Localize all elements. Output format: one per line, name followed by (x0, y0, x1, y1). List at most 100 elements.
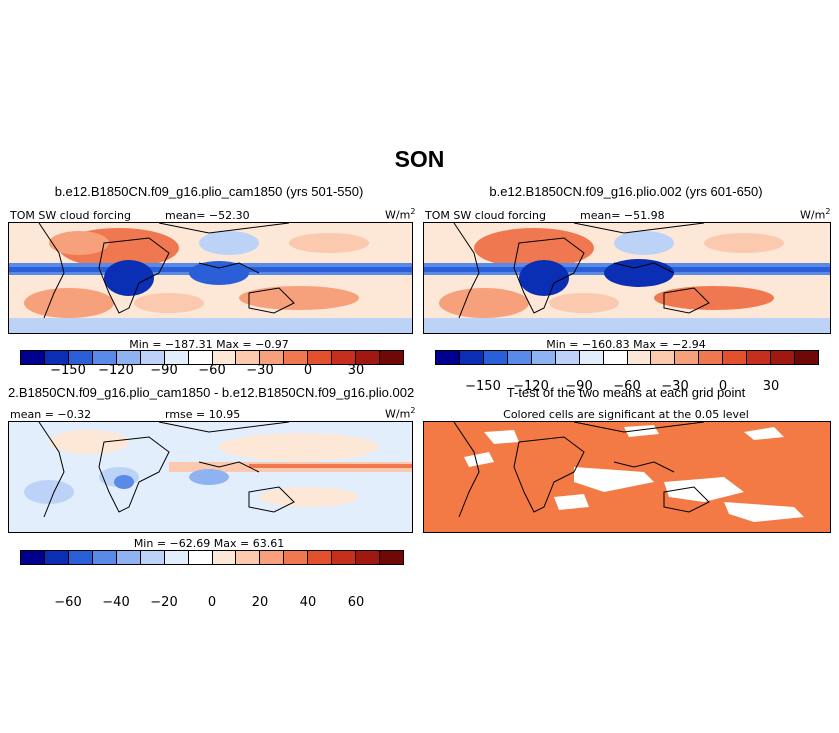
colorbar-swatch (356, 551, 381, 564)
colorbar-tick-label: 30 (347, 363, 365, 378)
colorbar-swatch (723, 351, 748, 364)
colorbar-swatch (699, 351, 724, 364)
colorbar-swatch (140, 351, 165, 364)
colorbar-3-ticks: −60 −40 −20 0 20 40 60 (20, 595, 404, 611)
south-america-outline (453, 223, 480, 319)
central-africa-convection-patch (104, 260, 154, 296)
colorbar-tick-label: −150 (50, 363, 86, 378)
central-africa-convection-patch (519, 260, 569, 296)
south-atlantic-patch (439, 288, 529, 318)
colorbar-3 (20, 550, 404, 565)
colorbar-swatch (44, 551, 69, 564)
colorbar-swatch (236, 351, 261, 364)
colorbar-tick-label: −30 (246, 363, 274, 378)
colorbar-tick-label: −40 (102, 595, 130, 610)
colorbar-swatch (116, 551, 141, 564)
indonesia-outline (613, 262, 675, 274)
indonesia-outline (198, 461, 260, 473)
colorbar-swatch (92, 551, 117, 564)
colorbar-swatch (579, 351, 604, 364)
colorbar-1-ticks: −150 −120 −90 −60 −30 0 30 (20, 363, 404, 379)
colorbar-tick-label: 40 (299, 595, 317, 610)
colorbar-swatch (21, 551, 45, 564)
south-atlantic-patch (24, 480, 74, 504)
nonsignificant-patch (554, 494, 589, 510)
panel-1-variable-label: TOM SW cloud forcing (10, 209, 131, 222)
southern-ocean-band (424, 318, 830, 333)
colorbar-swatch (140, 551, 165, 564)
panel-3-map (8, 421, 413, 533)
colorbar-tick-label: −90 (150, 363, 178, 378)
nonsignificant-patch (574, 467, 654, 492)
colorbar-tick-label: −120 (513, 379, 549, 394)
panel-3-title: 2.B1850CN.f09_g16.plio_cam1850 - b.e12.B… (8, 385, 415, 400)
colorbar-swatch (260, 551, 285, 564)
australia-outline (663, 486, 710, 513)
colorbar-swatch (531, 351, 556, 364)
colorbar-swatch (236, 551, 261, 564)
africa-core-patch (114, 475, 134, 489)
colorbar-swatch (795, 351, 818, 364)
colorbar-swatch (675, 351, 700, 364)
indonesia-patch (189, 469, 229, 485)
north-pacific-patch (219, 433, 379, 461)
south-america-outline (38, 223, 65, 319)
panel-4-map (423, 421, 831, 533)
panel-2-mean-label: mean= −51.98 (580, 209, 665, 222)
colorbar-swatch (212, 551, 237, 564)
colorbar-swatch (308, 551, 333, 564)
panel-2-variable-label: TOM SW cloud forcing (425, 209, 546, 222)
colorbar-swatch (332, 351, 357, 364)
colorbar-swatch (771, 351, 796, 364)
colorbar-swatch (164, 351, 189, 364)
panel-1-units: W/m2 (385, 207, 416, 222)
colorbar-swatch (332, 551, 357, 564)
panel-1-mean-label: mean= −52.30 (165, 209, 250, 222)
panel-1-map (8, 222, 413, 334)
colorbar-swatch (92, 351, 117, 364)
eurasia-outline (158, 422, 290, 433)
colorbar-tick-label: −60 (54, 595, 82, 610)
panel-2-map (423, 222, 831, 334)
colorbar-swatch (284, 551, 309, 564)
colorbar-tick-label: −20 (150, 595, 178, 610)
africa-outline (98, 436, 170, 513)
colorbar-swatch (356, 351, 381, 364)
colorbar-tick-label: 0 (303, 363, 313, 378)
colorbar-tick-label: −60 (613, 379, 641, 394)
colorbar-swatch (260, 351, 285, 364)
panel-2-units: W/m2 (800, 207, 831, 222)
nonsignificant-patch (484, 430, 519, 444)
colorbar-swatch (44, 351, 69, 364)
australia-outline (663, 287, 710, 314)
colorbar-swatch (164, 551, 189, 564)
pacific-north-patch (704, 233, 784, 253)
africa-outline (98, 237, 170, 314)
colorbar-swatch (436, 351, 460, 364)
panel-2-title: b.e12.B1850CN.f09_g16.plio.002 (yrs 601-… (489, 184, 763, 199)
equatorial-core (249, 464, 412, 468)
eurasia-outline (158, 223, 290, 234)
colorbar-swatch (188, 351, 213, 364)
panel-4-subtitle: Colored cells are significant at the 0.0… (503, 408, 749, 421)
colorbar-tick-label: 0 (718, 379, 728, 394)
south-atlantic-patch (24, 288, 114, 318)
south-pacific-patch (654, 286, 774, 310)
panel-4-title: T-test of the two means at each grid poi… (506, 385, 746, 400)
colorbar-swatch (651, 351, 676, 364)
australia-outline (248, 287, 295, 314)
colorbar-tick-label: −120 (98, 363, 134, 378)
asia-low-patch (199, 231, 259, 255)
colorbar-tick-label: −30 (661, 379, 689, 394)
colorbar-swatch (747, 351, 772, 364)
eurasia-outline (573, 422, 705, 433)
eurasia-outline (573, 223, 705, 234)
south-america-outline (453, 422, 480, 518)
colorbar-swatch (21, 351, 45, 364)
panel-3-rmse-label: rmse = 10.95 (165, 408, 241, 421)
colorbar-2-ticks: −150 −120 −90 −60 −30 0 30 (435, 379, 819, 395)
south-pacific-patch (259, 487, 359, 507)
maritime-continent-patch (604, 259, 674, 287)
south-america-outline (38, 422, 65, 518)
colorbar-swatch (116, 351, 141, 364)
